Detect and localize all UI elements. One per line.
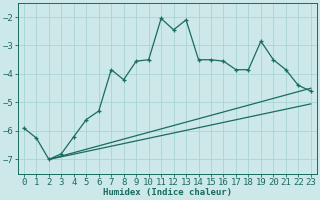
X-axis label: Humidex (Indice chaleur): Humidex (Indice chaleur) <box>103 188 232 197</box>
